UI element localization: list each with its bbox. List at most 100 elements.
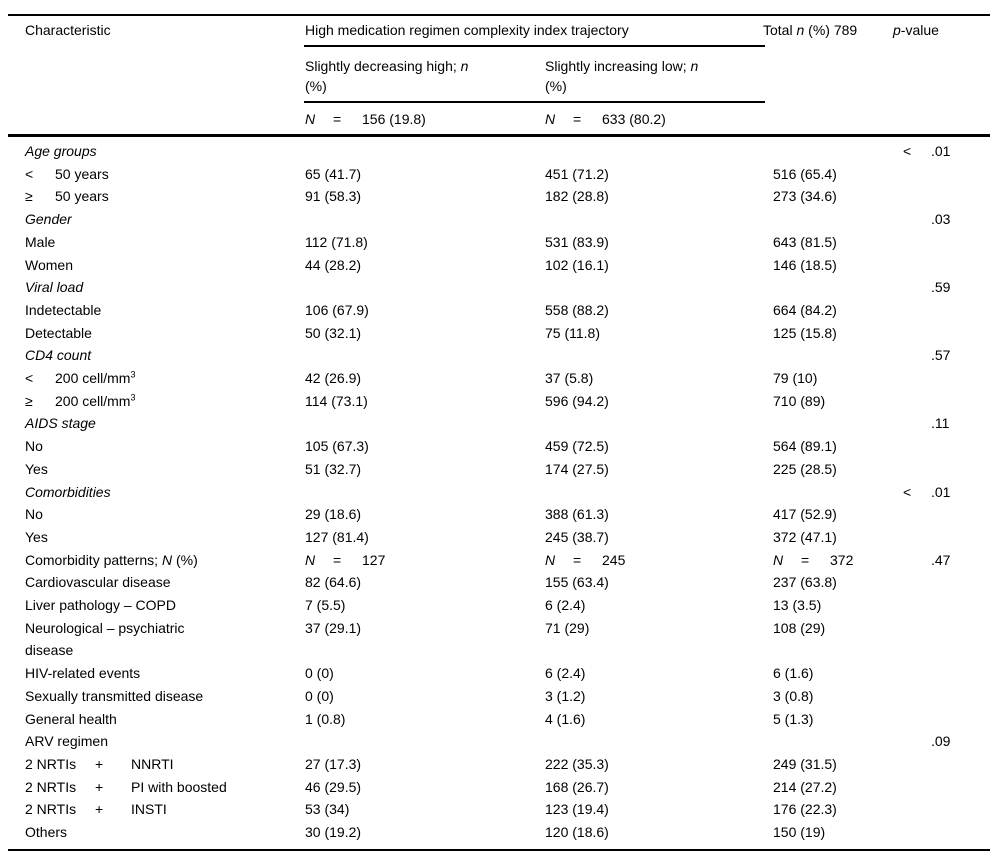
cell-pvalue bbox=[903, 571, 990, 594]
cell-total: 3 (0.8) bbox=[773, 687, 814, 704]
cell-increasing: 120 (18.6) bbox=[545, 824, 609, 841]
cell-total: 214 (27.2) bbox=[773, 778, 837, 795]
cell-total: 5 (1.3) bbox=[773, 710, 814, 727]
cell-total bbox=[773, 276, 903, 299]
header-spacer bbox=[903, 56, 990, 103]
table-row: 2 NRTIs + NNRTI 27 (17.3) 222 (35.3) 249 (31.… bbox=[8, 753, 990, 776]
cell-pvalue bbox=[903, 231, 990, 254]
table-row: Women 44 (28.2) 102 (16.1) 146 (18.5) bbox=[8, 254, 990, 277]
header-spacer bbox=[773, 56, 903, 103]
cell-total: 108 (29) bbox=[773, 619, 826, 636]
rule-subheader bbox=[304, 101, 765, 103]
table-row: No 29 (18.6) 388 (61.3) 417 (52.9) bbox=[8, 503, 990, 526]
cell-characteristic: Women bbox=[25, 256, 73, 273]
header-row-2: Slightly decreasing high; n (%) Slightly … bbox=[8, 47, 990, 103]
cell-increasing: 459 (72.5) bbox=[545, 438, 609, 455]
cell-increasing: 168 (26.7) bbox=[545, 778, 609, 795]
cell-characteristic: Cardiovascular disease bbox=[25, 574, 171, 591]
table-row: CD4 count .57 bbox=[8, 344, 990, 367]
cell-decreasing bbox=[305, 140, 545, 163]
cell-pvalue: .59 bbox=[931, 279, 951, 296]
rule-top bbox=[8, 14, 990, 16]
cell-characteristic: Detectable bbox=[25, 324, 92, 341]
cell-decreasing bbox=[305, 344, 545, 367]
cell-characteristic: Comorbidities bbox=[25, 483, 111, 500]
cell-decreasing: 46 (29.5) bbox=[305, 778, 362, 795]
cell-increasing: 222 (35.3) bbox=[545, 755, 609, 772]
cell-pvalue bbox=[903, 322, 990, 345]
cell-characteristic: AIDS stage bbox=[25, 415, 96, 432]
cell-pvalue bbox=[903, 685, 990, 708]
cell-characteristic: <200 cell/mm3 bbox=[25, 369, 136, 387]
cell-pvalue: .57 bbox=[931, 347, 951, 364]
cell-increasing: 123 (19.4) bbox=[545, 801, 609, 818]
cell-increasing: 388 (61.3) bbox=[545, 506, 609, 523]
cell-increasing: 6 (2.4) bbox=[545, 665, 586, 682]
rule-bottom bbox=[8, 848, 990, 852]
cell-characteristic: ≥50 years bbox=[25, 188, 109, 205]
cell-decreasing: 91 (58.3) bbox=[305, 188, 362, 205]
cell-total: 273 (34.6) bbox=[773, 188, 837, 205]
cell-decreasing: N = 127 bbox=[305, 551, 386, 568]
cell-total: 176 (22.3) bbox=[773, 801, 837, 818]
table-row: ARV regimen .09 bbox=[8, 730, 990, 753]
cell-characteristic: 2 NRTIs + INSTI bbox=[25, 801, 167, 818]
cell-total: 564 (89.1) bbox=[773, 438, 837, 455]
cell-characteristic: Others bbox=[25, 824, 68, 841]
cell-pvalue bbox=[903, 390, 990, 413]
table-row: Yes 127 (81.4) 245 (38.7) 372 (47.1) bbox=[8, 526, 990, 549]
cell-decreasing: 50 (32.1) bbox=[305, 324, 362, 341]
cell-decreasing: 30 (19.2) bbox=[305, 824, 362, 841]
cell-total bbox=[773, 208, 903, 231]
cell-decreasing: 0 (0) bbox=[305, 665, 334, 682]
baseline-characteristics-table: Characteristic High medication regimen c… bbox=[8, 0, 990, 852]
cell-characteristic: ≥200 cell/mm3 bbox=[25, 392, 136, 409]
cell-pvalue bbox=[903, 163, 990, 186]
cell-decreasing bbox=[305, 208, 545, 231]
cell-pvalue: .11 bbox=[931, 415, 950, 432]
cell-characteristic: Age groups bbox=[25, 143, 97, 159]
header-spacer bbox=[8, 111, 305, 134]
table-row: <50 years 65 (41.7) 451 (71.2) 516 (65.4) bbox=[8, 163, 990, 186]
cell-decreasing: 37 (29.1) bbox=[305, 619, 362, 636]
cell-pvalue bbox=[903, 798, 990, 821]
col-header-decreasing: Slightly decreasing high; n (%) bbox=[305, 58, 469, 94]
cell-characteristic: Liver pathology – COPD bbox=[25, 597, 176, 614]
cell-characteristic: Yes bbox=[25, 460, 48, 477]
cell-increasing: 71 (29) bbox=[545, 619, 590, 636]
cell-increasing: 531 (83.9) bbox=[545, 233, 609, 250]
cell-characteristic: HIV-related events bbox=[25, 665, 141, 682]
header-row-1: Characteristic High medication regimen c… bbox=[8, 16, 990, 47]
cell-decreasing bbox=[305, 412, 545, 435]
cell-increasing bbox=[545, 276, 773, 299]
header-spacer bbox=[903, 111, 990, 134]
cell-decreasing: 29 (18.6) bbox=[305, 506, 362, 523]
cell-total: 150 (19) bbox=[773, 824, 826, 841]
cell-total: 643 (81.5) bbox=[773, 233, 837, 250]
cell-pvalue bbox=[903, 367, 990, 390]
cell-increasing: 596 (94.2) bbox=[545, 392, 609, 409]
cell-increasing: 4 (1.6) bbox=[545, 710, 586, 727]
cell-characteristic: 2 NRTIs + PI with boosted bbox=[25, 778, 227, 795]
cell-decreasing bbox=[305, 481, 545, 504]
table-row: Indetectable 106 (67.9) 558 (88.2) 664 (84.… bbox=[8, 299, 990, 322]
cell-decreasing: 53 (34) bbox=[305, 801, 350, 818]
table-row: Comorbidity patterns; N (%) N = 127 N = 245 N = 3… bbox=[8, 549, 990, 572]
table-row: ≥50 years 91 (58.3) 182 (28.8) 273 (34.6) bbox=[8, 185, 990, 208]
table-row: Liver pathology – COPD 7 (5.5) 6 (2.4) 13 (… bbox=[8, 594, 990, 617]
table-row: <200 cell/mm3 42 (26.9) 37 (5.8) 79 (10) bbox=[8, 367, 990, 390]
col-header-pvalue: p-value bbox=[893, 22, 939, 38]
cell-pvalue bbox=[903, 503, 990, 526]
cell-characteristic: Male bbox=[25, 233, 56, 250]
cell-pvalue bbox=[903, 753, 990, 776]
cell-pvalue bbox=[903, 594, 990, 617]
header-row-3: N = 156 (19.8) N = 633 (80.2) bbox=[8, 103, 990, 134]
cell-total: 237 (63.8) bbox=[773, 574, 837, 591]
cell-decreasing: 7 (5.5) bbox=[305, 597, 346, 614]
cell-characteristic: 2 NRTIs + NNRTI bbox=[25, 755, 174, 772]
cell-characteristic: No bbox=[25, 438, 43, 455]
cell-decreasing: 106 (67.9) bbox=[305, 301, 369, 318]
cell-total: 225 (28.5) bbox=[773, 460, 837, 477]
cell-total bbox=[773, 730, 903, 753]
cell-decreasing: 0 (0) bbox=[305, 687, 334, 704]
